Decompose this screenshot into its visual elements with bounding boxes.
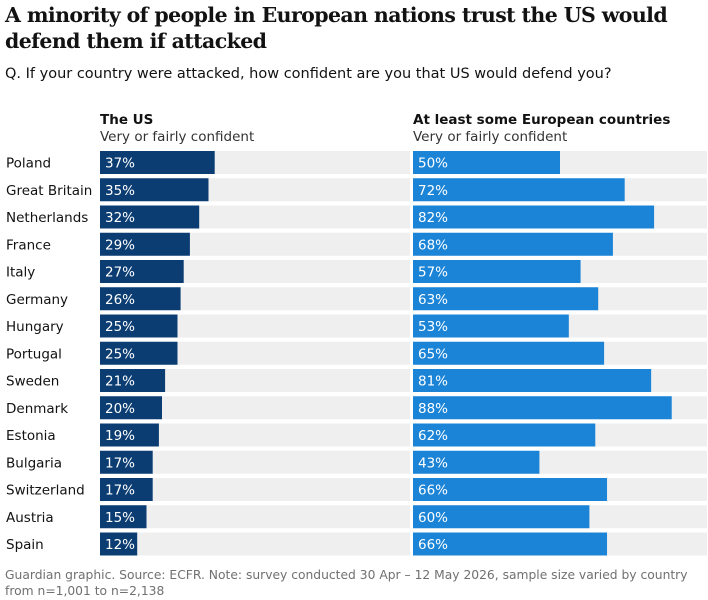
country-label-switzerland: Switzerland: [6, 483, 85, 499]
country-label-estonia: Estonia: [6, 428, 56, 444]
us-bar-estonia: [100, 423, 159, 447]
us-value-label-denmark: 20%: [105, 401, 135, 417]
europe-value-label-estonia: 62%: [418, 428, 448, 444]
headline: A minority of people in European nations…: [5, 3, 668, 53]
us-value-label-germany: 26%: [105, 292, 135, 308]
country-label-poland: Poland: [6, 156, 51, 172]
us-bar-italy: [100, 260, 184, 283]
europe-bar-switzerland: [413, 478, 608, 501]
country-label-portugal: Portugal: [6, 346, 62, 362]
europe-value-label-germany: 63%: [418, 292, 448, 308]
europe-value-label-switzerland: 66%: [418, 483, 448, 499]
us-bar-spain: [100, 532, 138, 556]
us-value-label-italy: 27%: [105, 265, 135, 281]
us-bar-france: [100, 232, 190, 256]
country-label-spain: Spain: [6, 537, 44, 553]
us-bar-portugal: [100, 341, 178, 365]
us-track-sweden: [100, 369, 410, 392]
us-track-estonia: [100, 423, 410, 447]
europe-bar-hungary: [413, 314, 569, 338]
country-label-sweden: Sweden: [6, 374, 59, 390]
us-bar-austria: [100, 505, 147, 529]
us-track-spain: [100, 532, 410, 556]
source-note: Guardian graphic. Source: ECFR. Note: su…: [5, 568, 688, 598]
europe-bar-austria: [413, 505, 590, 529]
country-label-bulgaria: Bulgaria: [6, 455, 62, 471]
us-value-label-switzerland: 17%: [105, 483, 135, 499]
us-bar-netherlands: [100, 205, 200, 229]
us-track-switzerland: [100, 478, 410, 501]
us-column-title: The US: [100, 112, 154, 128]
us-value-label-sweden: 21%: [105, 374, 135, 390]
europe-bar-estonia: [413, 423, 596, 447]
europe-value-label-netherlands: 82%: [418, 210, 448, 226]
us-value-label-austria: 15%: [105, 510, 135, 526]
country-label-great-britain: Great Britain: [6, 183, 92, 199]
europe-column-title: At least some European countries: [413, 112, 671, 128]
us-value-label-spain: 12%: [105, 537, 135, 553]
country-label-italy: Italy: [6, 265, 35, 281]
us-bar-hungary: [100, 314, 178, 338]
us-value-label-france: 29%: [105, 237, 135, 253]
us-bar-germany: [100, 287, 181, 311]
europe-bar-bulgaria: [413, 450, 540, 474]
us-bar-sweden: [100, 369, 166, 392]
country-label-austria: Austria: [6, 510, 54, 526]
country-label-netherlands: Netherlands: [6, 210, 88, 226]
us-bar-denmark: [100, 396, 162, 420]
us-track-denmark: [100, 396, 410, 420]
europe-value-label-poland: 50%: [418, 156, 448, 172]
country-label-france: France: [6, 237, 51, 253]
us-bar-poland: [100, 151, 215, 174]
us-track-bulgaria: [100, 450, 410, 474]
us-value-label-estonia: 19%: [105, 428, 135, 444]
europe-bar-great-britain: [413, 178, 625, 202]
us-value-label-netherlands: 32%: [105, 210, 135, 226]
us-value-label-poland: 37%: [105, 156, 135, 172]
us-bar-switzerland: [100, 478, 153, 501]
europe-value-label-great-britain: 72%: [418, 183, 448, 199]
europe-value-label-austria: 60%: [418, 510, 448, 526]
europe-bar-portugal: [413, 341, 605, 365]
us-value-label-hungary: 25%: [105, 319, 135, 335]
europe-bar-poland: [413, 151, 560, 174]
europe-value-label-sweden: 81%: [418, 374, 448, 390]
europe-bar-france: [413, 232, 613, 256]
europe-value-label-portugal: 65%: [418, 346, 448, 362]
country-label-denmark: Denmark: [6, 401, 68, 417]
us-value-label-portugal: 25%: [105, 346, 135, 362]
europe-value-label-spain: 66%: [418, 537, 448, 553]
us-bar-great-britain: [100, 178, 209, 202]
standfirst: Q. If your country were attacked, how co…: [5, 66, 612, 82]
country-label-germany: Germany: [6, 292, 68, 308]
europe-bar-sweden: [413, 369, 652, 392]
us-value-label-bulgaria: 17%: [105, 455, 135, 471]
us-bar-bulgaria: [100, 450, 153, 474]
europe-bar-italy: [413, 260, 581, 283]
europe-column-subtitle: Very or fairly confident: [413, 129, 568, 145]
country-label-hungary: Hungary: [6, 319, 64, 335]
europe-value-label-italy: 57%: [418, 265, 448, 281]
europe-bar-spain: [413, 532, 608, 556]
us-column-subtitle: Very or fairly confident: [100, 129, 255, 145]
us-track-austria: [100, 505, 410, 529]
europe-value-label-france: 68%: [418, 237, 448, 253]
europe-bar-netherlands: [413, 205, 655, 229]
europe-value-label-hungary: 53%: [418, 319, 448, 335]
europe-bar-denmark: [413, 396, 672, 420]
europe-value-label-denmark: 88%: [418, 401, 448, 417]
us-value-label-great-britain: 35%: [105, 183, 135, 199]
europe-bar-germany: [413, 287, 599, 311]
europe-value-label-bulgaria: 43%: [418, 455, 448, 471]
